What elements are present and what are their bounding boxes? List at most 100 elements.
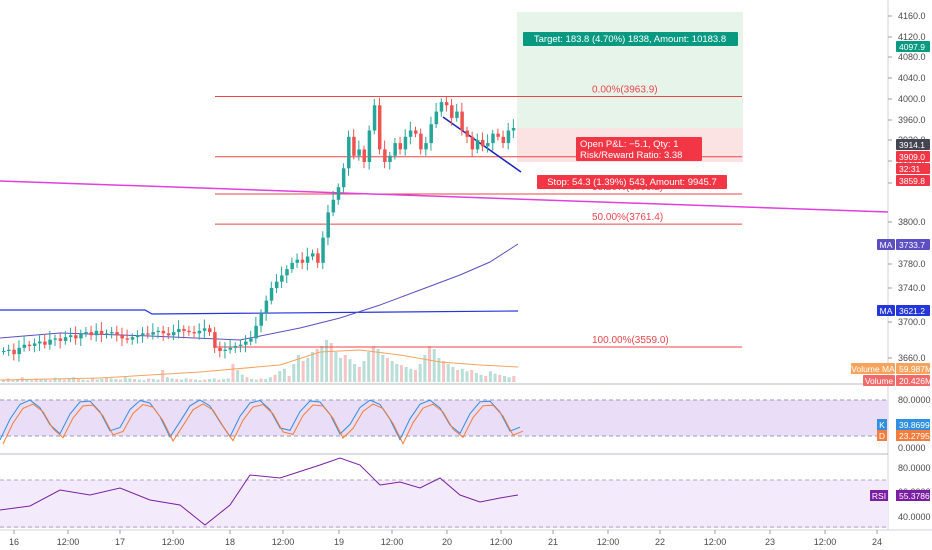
time-tick-label: 19 [334,537,344,547]
volume-bar [226,378,230,382]
volume-bar [343,355,347,382]
candle-body [408,130,413,137]
price-badge-label: 3909.0 [899,152,925,162]
badge-tag-label: Volume MA [851,364,895,374]
candle-body [213,332,217,348]
price-tick-label: 3740.0 [898,283,926,293]
pnl-label-box [576,137,702,161]
candle-body [269,288,274,301]
volume-bar [114,379,118,382]
price-badges: 4097.9 3914.1 3909.0 32:31 3859.8 3733.7 3621.… [851,41,932,501]
volume-bar [339,358,343,382]
indicator-value-badge [896,430,930,441]
volume-bar [67,378,71,382]
candle-body [249,338,253,342]
candle-body [218,347,222,351]
volume-bar [278,371,282,382]
volume-bar [502,376,506,382]
volume-bar [287,376,291,382]
time-tick-label: 12:00 [814,537,837,547]
volume-bar [409,368,413,382]
stochastic-pane [0,399,888,445]
trend-line[interactable] [0,180,889,213]
position-labels: Target: 183.8 (4.70%) 1838, Amount: 1018… [523,32,738,189]
candle-body [465,130,469,137]
volume-bar [34,378,38,382]
price-tick-label: 4080.0 [898,52,926,62]
volume-bar [90,378,94,382]
candle-body [38,341,42,344]
volume-bar [268,377,272,382]
volume-bar [203,379,207,382]
volume-bar [306,358,310,382]
stop-label: Stop: 54.3 (1.39%) 543, Amount: 9945.7 [547,177,717,188]
volume-bar [292,364,296,382]
price-tick-label: 4120.0 [898,32,926,42]
volume-bar [381,355,385,382]
volume-bar [493,373,497,382]
candle-body [43,341,47,345]
volume-bar [353,364,357,382]
candle-body [171,332,176,336]
candle-body [146,333,150,335]
volume-bar [123,377,127,382]
price-tick-label: 4000.0 [898,94,926,104]
volume-bar [11,380,15,382]
volume-bar [254,379,258,382]
candle-body [130,337,135,340]
volume-bar [320,346,324,382]
rsi-band [0,480,888,528]
price-badge-label: 3621.2 [899,306,925,316]
indicator-tag [877,419,887,430]
candle-body [105,333,109,335]
volume-bar [81,379,85,382]
candle-body [99,330,104,335]
volume-bar [137,379,141,382]
volume-bar [76,379,80,382]
candle-body [151,332,155,335]
candle-body [228,347,233,350]
price-axis[interactable]: 4160.04120.04080.04040.04000.03960.03920… [888,11,931,522]
pnl-label: Open P&L: −5.1, Qty: 1 [580,139,679,150]
drawing-lines[interactable] [0,116,889,381]
candle-body [475,139,480,150]
badge-tag-label: Volume [865,376,894,386]
volume-bar [442,361,446,382]
volume-bar [325,340,329,382]
indicator-value-label: 23.2795 [899,431,930,441]
price-badge [896,139,930,150]
candle-body [48,339,52,345]
volume-bar [170,378,174,382]
volume-bar [390,361,394,382]
candle-body [7,349,11,351]
time-tick-label: 18 [225,537,235,547]
rsi-tag [870,490,888,501]
candle-body [58,338,63,341]
volume-bar [357,367,361,382]
candle-body [377,105,382,150]
candle-body [383,149,387,162]
candle-body [316,253,320,263]
candle-body [326,212,330,238]
candle-body [177,328,181,333]
candle-body [491,133,495,144]
rsi-tick-label: 80.0000 [898,463,931,473]
price-badge-label: 3733.7 [899,240,925,250]
volume-bar [465,371,469,382]
volume-bar [456,370,460,382]
volume-bar [86,380,90,382]
time-axis[interactable]: 16 12:00 17 12:00 18 12:00 19 12:00 20 12:00 21 12:… [9,530,882,547]
target-zone[interactable] [517,12,743,128]
candle-body [414,130,418,134]
candle-body [79,333,83,339]
candle-body [331,199,336,213]
candle-body [115,332,119,336]
volume-bar [367,352,371,382]
stoch-k-line [0,399,521,441]
volume-bar [100,379,104,382]
volume-bar [282,368,286,382]
volume-bar [362,361,366,382]
target-label: Target: 183.8 (4.70%) 1838, Amount: 1018… [534,34,726,45]
candle-body [63,337,68,341]
